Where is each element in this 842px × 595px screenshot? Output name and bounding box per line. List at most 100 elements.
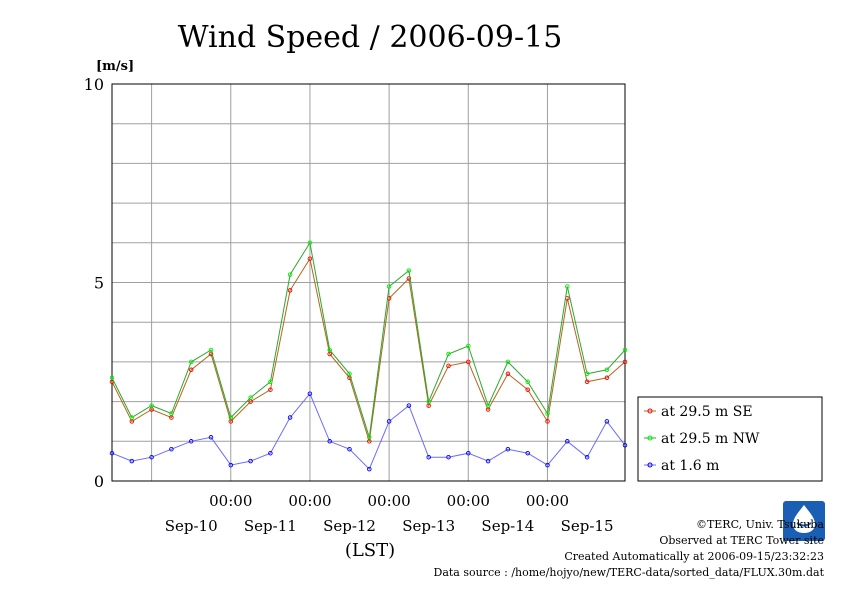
chart-title: Wind Speed / 2006-09-15 (178, 20, 563, 55)
y-tick-label: 10 (84, 75, 104, 94)
x-tick-label: 00:00 (288, 492, 331, 510)
data-point (149, 403, 154, 408)
series-line (111, 241, 626, 438)
legend: at 29.5 m SE at 29.5 m NW at 1.6 m (637, 396, 823, 482)
legend-swatch-marker (647, 462, 653, 468)
data-point (545, 462, 550, 468)
data-point (327, 347, 332, 353)
data-point (622, 359, 628, 365)
x-date-label: Sep-13 (402, 517, 455, 535)
terc-logo (783, 501, 825, 541)
data-point (584, 454, 590, 460)
series-1 (109, 256, 628, 444)
data-point (188, 359, 194, 365)
x-date-label: Sep-12 (323, 517, 376, 535)
data-source-text: Data source : /home/hojyo/new/TERC-data/… (433, 566, 825, 579)
y-tick-label: 5 (94, 274, 104, 293)
data-point (446, 351, 451, 357)
data-point (347, 371, 352, 377)
plot-frame (111, 83, 626, 482)
data-point (248, 395, 253, 400)
data-point (386, 284, 392, 289)
data-point (228, 415, 234, 420)
data-point (367, 466, 372, 472)
data-point (525, 450, 530, 456)
legend-swatch-marker (647, 408, 653, 414)
y-tick-label: 0 (94, 472, 104, 491)
data-point (446, 454, 451, 460)
x-date-label: Sep-10 (165, 517, 218, 535)
data-point (248, 458, 253, 464)
data-point (505, 371, 511, 377)
data-point (604, 375, 610, 381)
data-point (129, 458, 135, 464)
data-point (169, 411, 174, 416)
x-tick-label: 00:00 (368, 492, 411, 510)
observed-text: Observed at TERC Tower site (659, 534, 824, 547)
x-date-label: Sep-14 (481, 517, 534, 535)
data-point (367, 435, 372, 440)
data-point (466, 359, 471, 365)
legend-swatch-marker (647, 435, 653, 441)
data-point (406, 268, 412, 273)
data-point (604, 419, 610, 424)
created-text: Created Automatically at 2006-09-15/23:3… (564, 550, 824, 563)
x-tick-label: 00:00 (526, 492, 569, 510)
data-point (287, 272, 293, 277)
legend-entry: at 29.5 m SE (644, 404, 753, 420)
series-2 (109, 240, 628, 440)
data-point (109, 450, 115, 456)
data-point (505, 359, 511, 365)
data-point (466, 450, 471, 456)
data-point (386, 419, 392, 424)
data-point (622, 443, 628, 448)
series-line (111, 392, 626, 470)
data-point (406, 403, 412, 408)
data-point (129, 415, 135, 420)
data-point (287, 415, 293, 420)
legend-label: at 1.6 m (661, 458, 719, 474)
series-layer (109, 240, 628, 472)
data-point (228, 462, 234, 468)
x-date-label: Sep-15 (561, 517, 614, 535)
data-point (505, 446, 511, 452)
footer-info: ©TERC, Univ. Tsukuba Observed at TERC To… (434, 517, 825, 581)
data-point (426, 454, 431, 460)
copyright-text: ©TERC, Univ. Tsukuba (695, 518, 824, 531)
y-axis-unit-label: [m/s] (96, 59, 134, 74)
data-point (188, 439, 194, 444)
data-point (584, 371, 590, 377)
data-point (268, 379, 273, 385)
series-line (111, 257, 626, 442)
grid-lines (112, 84, 625, 481)
data-point (307, 240, 313, 246)
data-point (406, 276, 412, 281)
data-point (485, 458, 491, 464)
data-point (109, 375, 115, 381)
data-point (545, 411, 550, 416)
series-3 (109, 391, 628, 472)
legend-entry: at 29.5 m NW (644, 431, 760, 447)
data-point (307, 391, 313, 396)
data-point (485, 403, 491, 408)
legend-label: at 29.5 m NW (661, 431, 760, 447)
data-point (446, 363, 451, 369)
data-point (208, 347, 214, 353)
legend-label: at 29.5 m SE (661, 404, 753, 420)
data-point (426, 399, 431, 404)
legend-box (637, 396, 823, 482)
data-point (208, 435, 214, 440)
x-date-label: Sep-11 (244, 517, 297, 535)
data-point (287, 288, 293, 293)
data-point (565, 284, 570, 289)
x-axis-label: (LST) (345, 540, 395, 561)
x-axis-ticks: 00:00 00:00 00:00 00:00 00:00 Sep-10 Sep-11 Sep… (165, 492, 614, 535)
data-point (188, 367, 194, 373)
data-point (347, 446, 352, 452)
data-point (149, 454, 154, 460)
data-point (545, 419, 550, 424)
data-point (169, 446, 174, 452)
data-point (565, 439, 570, 444)
x-tick-label: 00:00 (447, 492, 490, 510)
